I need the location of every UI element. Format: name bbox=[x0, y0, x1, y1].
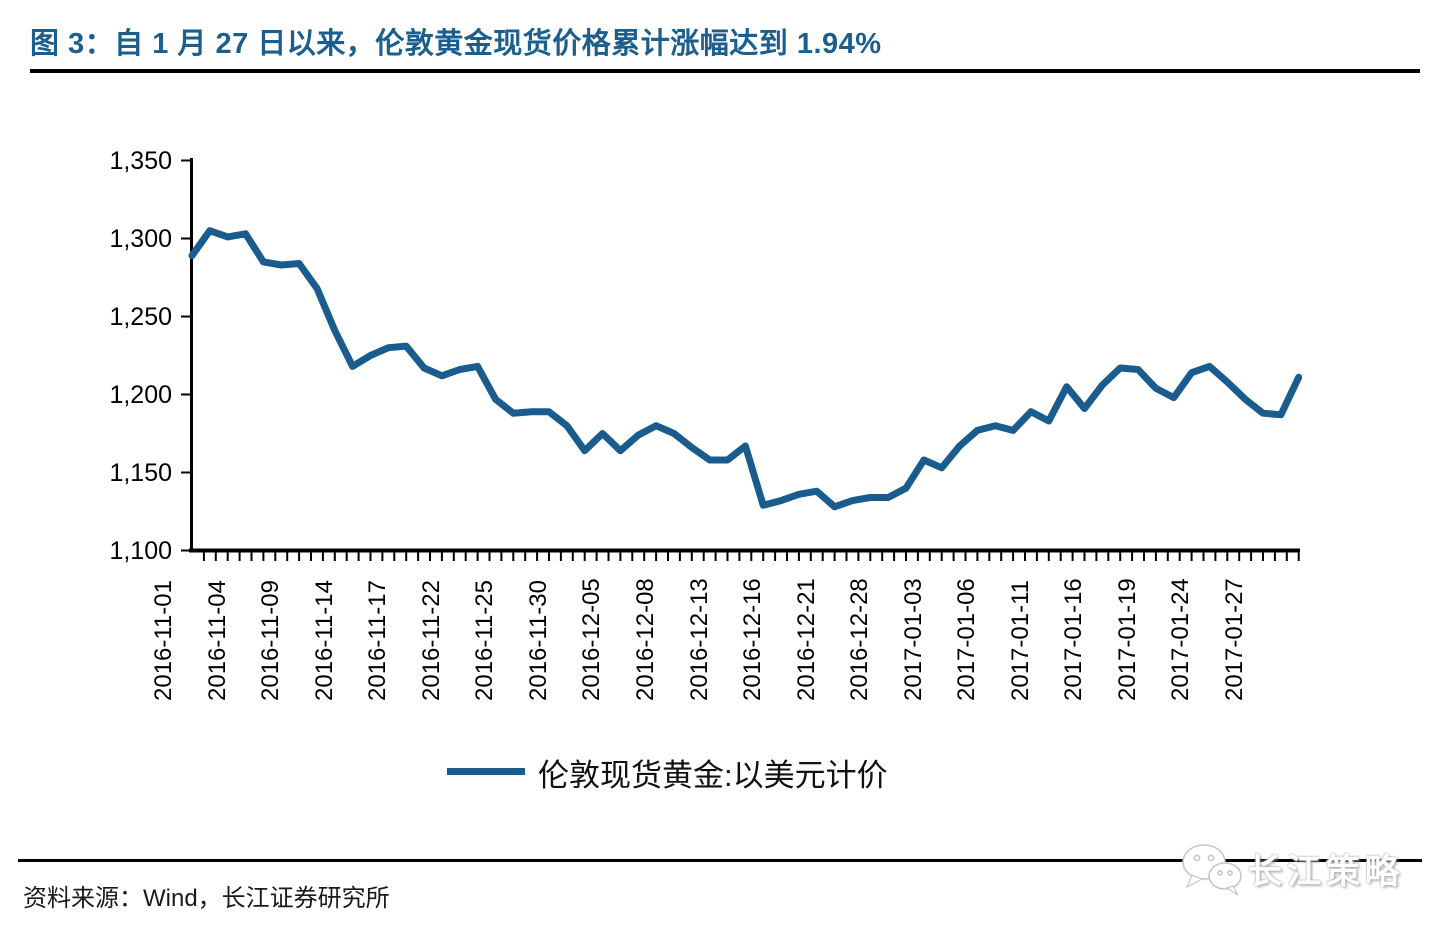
x-tick-label: 2016-11-09 bbox=[257, 580, 285, 701]
title-divider bbox=[30, 69, 1420, 73]
y-tick-label: 1,200 bbox=[109, 380, 172, 409]
x-tick-label: 2016-12-08 bbox=[631, 578, 659, 701]
x-tick-label: 2016-11-04 bbox=[203, 580, 231, 701]
x-tick-label: 2016-12-13 bbox=[685, 578, 713, 701]
price-line bbox=[188, 227, 1303, 511]
y-tick-label: 1,350 bbox=[109, 146, 172, 175]
x-tick-label: 2017-01-27 bbox=[1221, 578, 1248, 701]
y-tick-label: 1,300 bbox=[109, 224, 172, 253]
x-tick-label: 2017-01-16 bbox=[1060, 578, 1088, 701]
figure-title: 图 3：自 1 月 27 日以来，伦敦黄金现货价格累计涨幅达到 1.94% bbox=[30, 28, 882, 60]
watermark-text: 长江策略 bbox=[1248, 853, 1404, 891]
y-tick-label: 1,150 bbox=[109, 458, 172, 487]
x-tick-label: 2017-01-06 bbox=[953, 578, 981, 701]
x-tick-label: 2016-11-22 bbox=[417, 580, 445, 701]
data-source-note: 资料来源：Wind，长江证券研究所 bbox=[23, 885, 390, 912]
x-tick-label: 2016-11-14 bbox=[310, 580, 338, 701]
x-tick-label: 2016-12-16 bbox=[739, 578, 767, 701]
x-tick-label: 2016-12-21 bbox=[792, 578, 820, 701]
y-tick-label: 1,250 bbox=[109, 302, 172, 331]
x-tick-label: 2017-01-03 bbox=[899, 578, 927, 701]
x-tick-label: 2016-12-28 bbox=[846, 578, 874, 701]
x-tick-label: 2016-11-30 bbox=[524, 580, 552, 701]
x-tick-label: 2016-11-17 bbox=[364, 580, 392, 701]
brand-watermark: 长江策略 bbox=[1180, 838, 1410, 900]
x-tick-label: 2016-11-25 bbox=[471, 580, 499, 701]
x-tick-label: 2017-01-24 bbox=[1167, 578, 1195, 701]
x-tick-label: 2016-11-01 bbox=[150, 580, 177, 701]
x-tick-label: 2017-01-19 bbox=[1113, 578, 1141, 701]
legend-line-swatch bbox=[447, 768, 525, 775]
legend-series-label: 伦敦现货黄金:以美元计价 bbox=[538, 758, 888, 793]
x-tick-label: 2017-01-11 bbox=[1006, 580, 1034, 701]
wechat-icon bbox=[1182, 844, 1242, 896]
y-tick-label: 1,100 bbox=[109, 536, 172, 565]
footer-divider bbox=[18, 859, 1422, 862]
x-tick-label: 2016-12-05 bbox=[578, 578, 606, 701]
